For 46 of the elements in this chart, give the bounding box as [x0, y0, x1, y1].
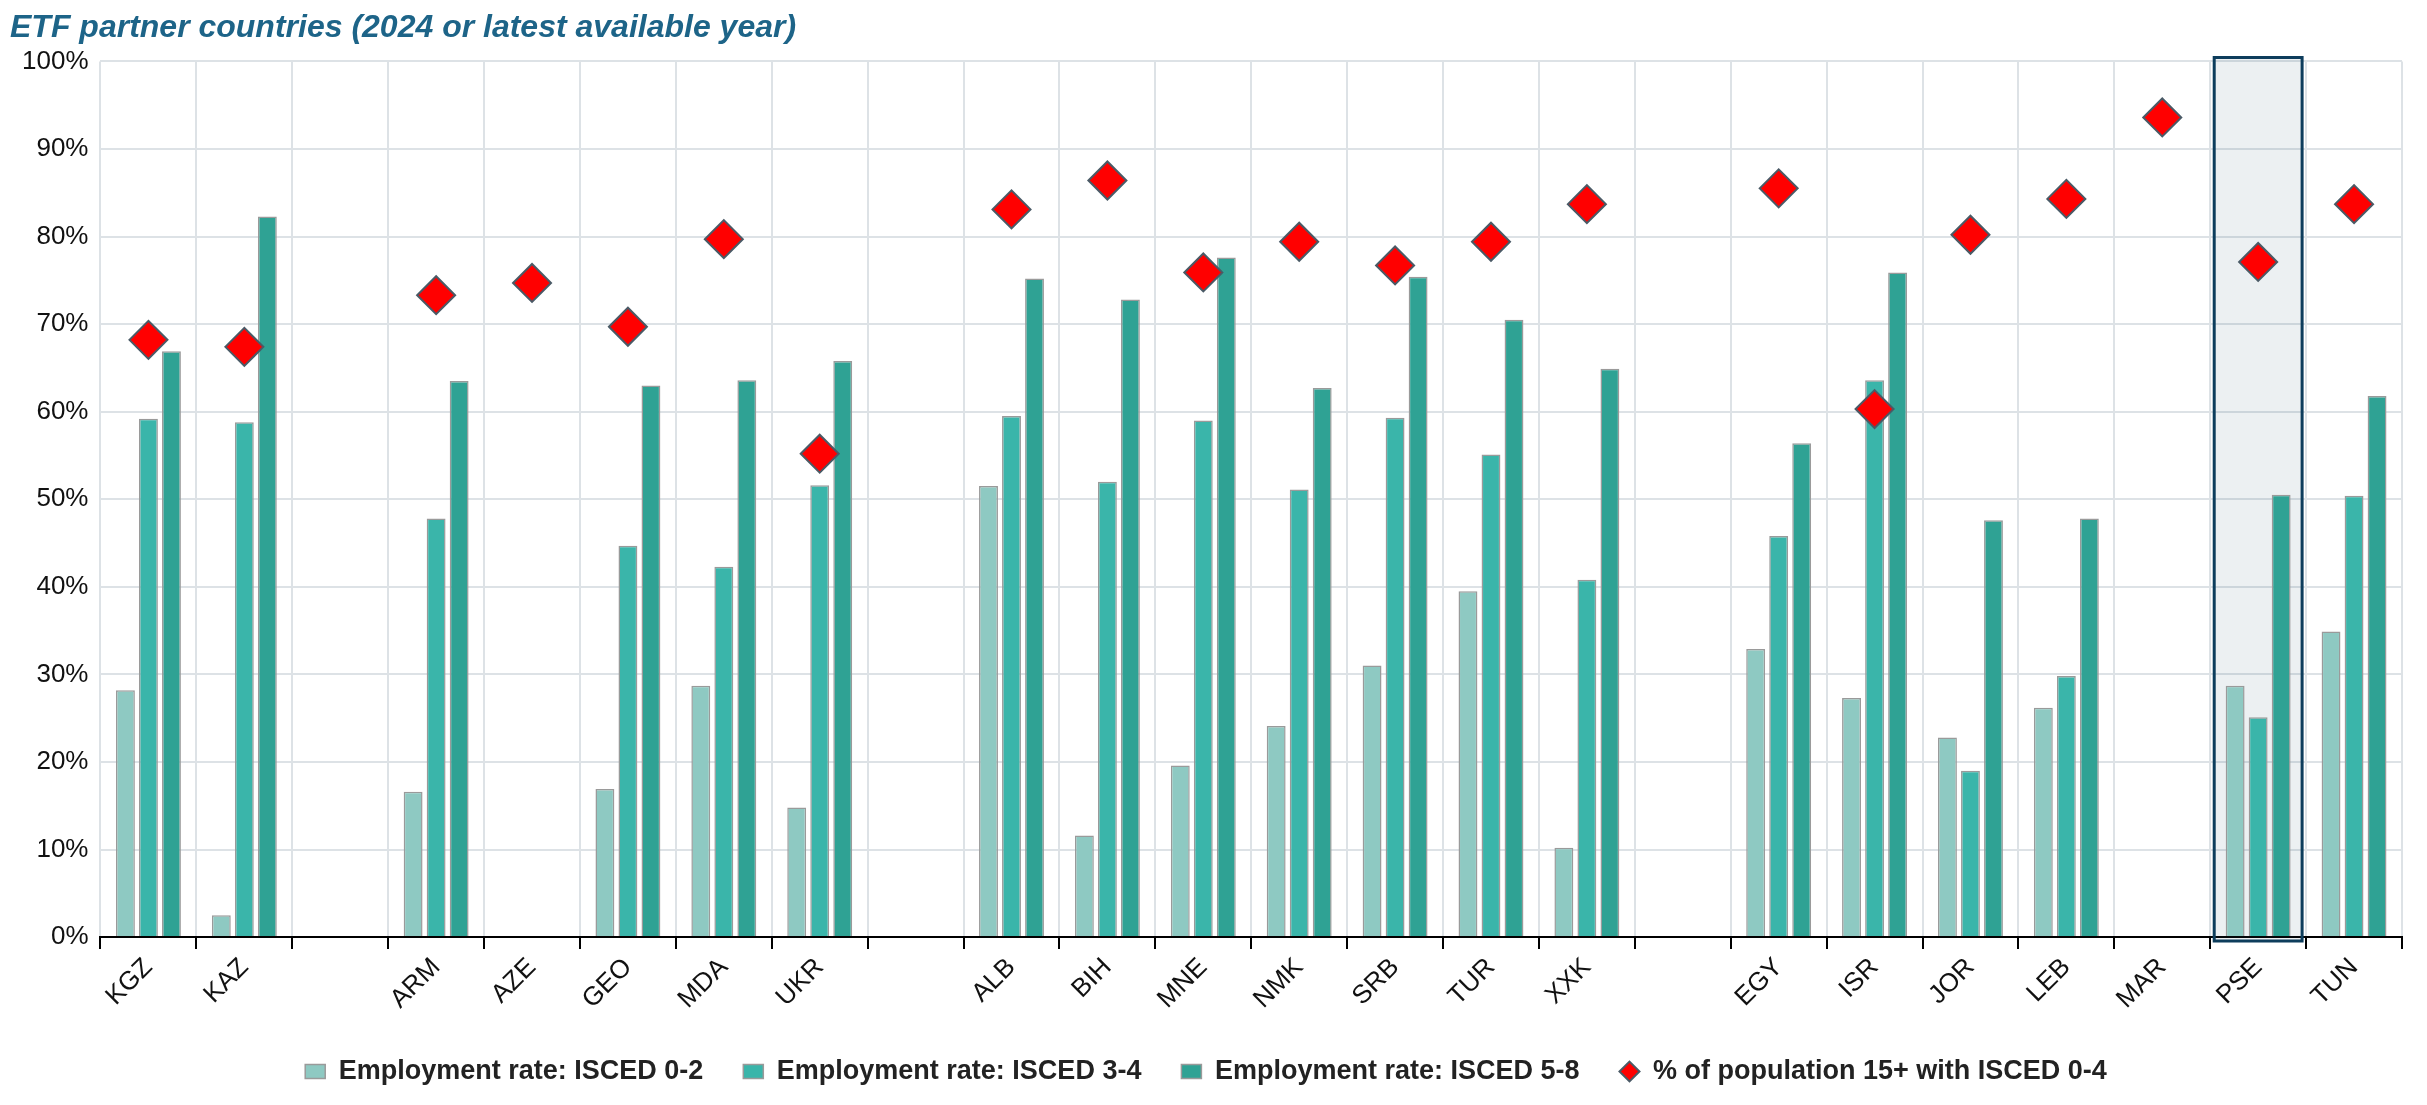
y-tick-label: 20% [36, 745, 89, 776]
x-tick-label: UKR [768, 951, 830, 1012]
point [1566, 184, 1607, 225]
point [991, 189, 1032, 230]
point [128, 319, 169, 360]
point [799, 433, 840, 474]
x-tick-label: JOR [1921, 951, 1980, 1010]
point [1950, 214, 1991, 255]
y-tick-label: 90% [36, 132, 89, 163]
point [1758, 168, 1799, 209]
point [1279, 221, 1320, 262]
y-tick-label: 10% [36, 832, 89, 863]
y-tick-label: 70% [36, 307, 89, 338]
chart-title: ETF partner countries (2024 or latest available year) [10, 8, 797, 45]
x-tick-label: TUN [2304, 951, 2364, 1011]
point [1183, 252, 1224, 293]
point [703, 219, 744, 260]
y-tick-label: 60% [36, 394, 89, 425]
point [2046, 178, 2087, 219]
x-tick-label: SRB [1345, 951, 1405, 1011]
point [607, 306, 648, 347]
legend-label: Employment rate: ISCED 0-2 [338, 1054, 704, 1085]
point [1470, 221, 1511, 262]
y-tick-label: 40% [36, 569, 89, 600]
y-tick-label: 30% [36, 657, 89, 688]
y-tick-label: 0% [50, 920, 89, 951]
point [224, 326, 265, 367]
point [2238, 241, 2279, 282]
point [2142, 97, 2183, 138]
point [512, 262, 553, 303]
point [1375, 245, 1416, 286]
point [2334, 184, 2375, 225]
legend-label: Employment rate: ISCED 5-8 [1214, 1054, 1580, 1085]
y-tick-label: 80% [36, 219, 89, 250]
y-tick-label: 100% [22, 44, 89, 75]
x-tick-label: TUR [1441, 951, 1501, 1011]
x-tick-label: ISR [1832, 951, 1884, 1004]
y-tick-label: 50% [36, 482, 89, 513]
x-tick-label: LEB [2019, 951, 2076, 1008]
x-tick-label: ALB [964, 951, 1021, 1008]
legend-label: % of population 15+ with ISCED 0-4 [1652, 1054, 2107, 1085]
point [416, 275, 457, 316]
x-tick-label: BIH [1064, 951, 1117, 1004]
legend-label: Employment rate: ISCED 3-4 [776, 1054, 1142, 1085]
point [1087, 160, 1128, 201]
point [1854, 389, 1895, 430]
